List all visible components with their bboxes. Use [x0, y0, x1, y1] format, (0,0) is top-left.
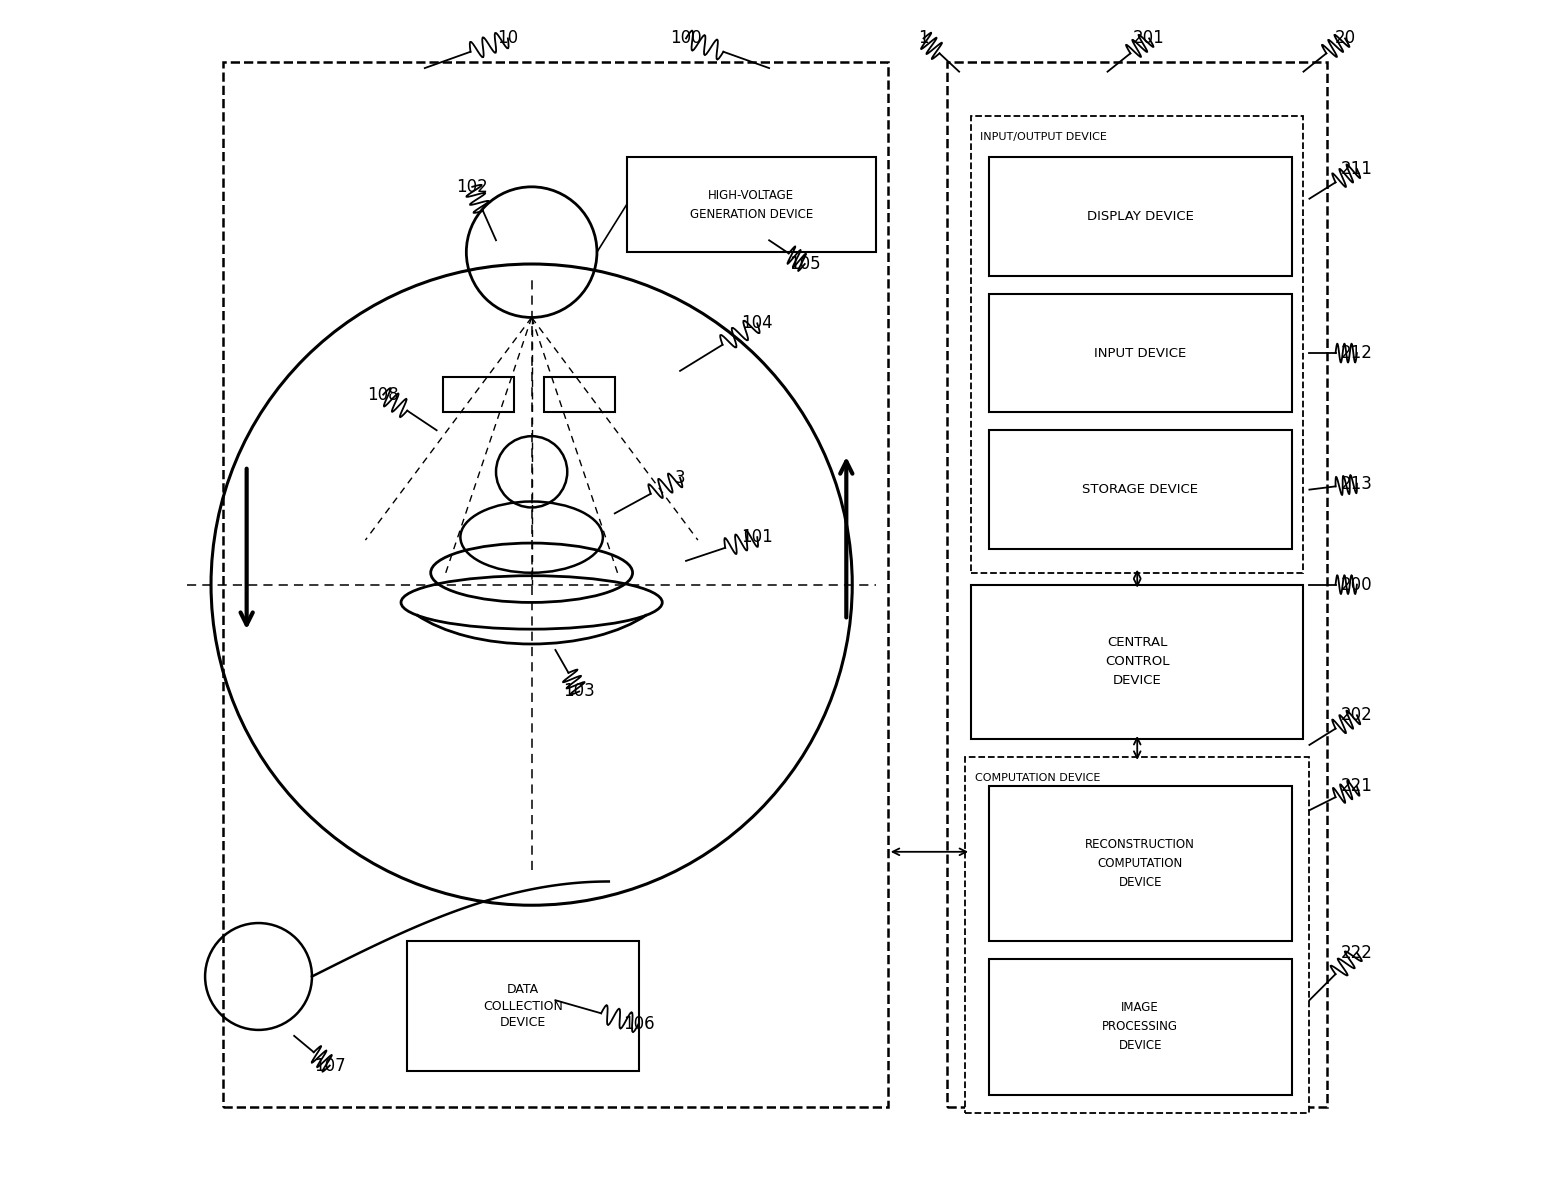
Bar: [972, 585, 1303, 738]
Bar: [626, 157, 876, 252]
Text: CENTRAL: CENTRAL: [1107, 636, 1167, 649]
Bar: [947, 62, 1328, 1107]
Text: 107: 107: [314, 1057, 345, 1075]
Text: DEVICE: DEVICE: [500, 1016, 545, 1030]
Text: 108: 108: [367, 385, 398, 403]
Text: 100: 100: [670, 30, 701, 48]
Bar: [223, 62, 887, 1107]
Text: INPUT/OUTPUT DEVICE: INPUT/OUTPUT DEVICE: [981, 132, 1107, 142]
Text: HIGH-VOLTAGE: HIGH-VOLTAGE: [708, 188, 795, 202]
Text: COLLECTION: COLLECTION: [483, 1000, 562, 1013]
Text: 1: 1: [918, 30, 929, 48]
Text: RECONSTRUCTION: RECONSTRUCTION: [1086, 839, 1195, 851]
Text: 102: 102: [456, 178, 489, 196]
Bar: [408, 941, 639, 1071]
Text: 212: 212: [1340, 344, 1373, 361]
Text: 106: 106: [623, 1015, 654, 1033]
Bar: [965, 756, 1309, 1113]
Text: 20: 20: [1334, 30, 1356, 48]
Text: INPUT DEVICE: INPUT DEVICE: [1093, 347, 1186, 359]
Text: 213: 213: [1340, 475, 1373, 493]
Bar: [989, 157, 1292, 276]
Bar: [989, 959, 1292, 1095]
Bar: [442, 377, 514, 413]
Text: DEVICE: DEVICE: [1112, 674, 1162, 687]
Text: 222: 222: [1340, 944, 1373, 962]
Bar: [989, 293, 1292, 413]
Text: DISPLAY DEVICE: DISPLAY DEVICE: [1087, 210, 1193, 223]
Text: CONTROL: CONTROL: [1104, 655, 1170, 668]
Text: COMPUTATION: COMPUTATION: [1098, 858, 1182, 870]
Text: STORAGE DEVICE: STORAGE DEVICE: [1082, 483, 1198, 496]
Text: 200: 200: [1342, 576, 1373, 594]
Text: DEVICE: DEVICE: [1118, 1039, 1162, 1052]
Text: 3: 3: [675, 469, 686, 487]
Text: COMPUTATION DEVICE: COMPUTATION DEVICE: [975, 773, 1100, 783]
Text: 101: 101: [742, 528, 773, 546]
Text: PROCESSING: PROCESSING: [1103, 1020, 1178, 1033]
Text: 202: 202: [1342, 706, 1373, 724]
Bar: [989, 431, 1292, 549]
Text: 221: 221: [1340, 778, 1373, 796]
Text: 104: 104: [742, 315, 773, 333]
Bar: [989, 786, 1292, 941]
Text: GENERATION DEVICE: GENERATION DEVICE: [690, 208, 812, 221]
Text: 211: 211: [1340, 160, 1373, 178]
Bar: [972, 116, 1303, 573]
Text: IMAGE: IMAGE: [1122, 1001, 1159, 1014]
Text: DATA: DATA: [506, 983, 539, 996]
Text: 103: 103: [564, 682, 595, 700]
Text: 201: 201: [1134, 30, 1165, 48]
Text: 10: 10: [497, 30, 519, 48]
Text: 105: 105: [789, 255, 820, 273]
Bar: [544, 377, 615, 413]
Text: DEVICE: DEVICE: [1118, 876, 1162, 889]
